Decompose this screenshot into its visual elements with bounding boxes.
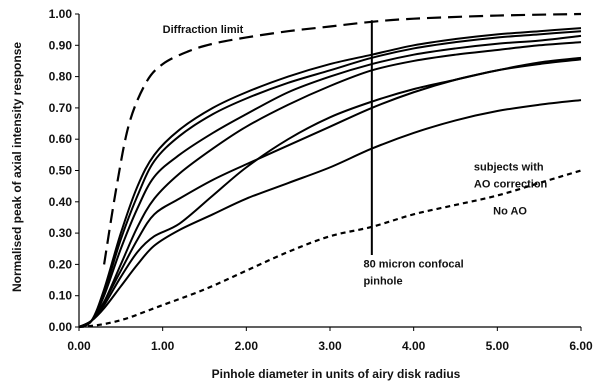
x-axis-label: Pinhole diameter in units of airy disk r… [212,367,461,381]
y-tick-label: 0.50 [49,164,73,178]
y-tick-label: 0.30 [49,226,73,240]
series-line-subject-7 [78,99,582,328]
x-tick-label: 0.00 [67,339,91,353]
y-tick-label: 0.90 [49,38,73,52]
y-axis-title: Normalised peak of axial intensity respo… [10,42,24,292]
series-line-subject-6 [78,58,582,328]
annotation-label: AO correction [474,179,548,191]
y-tick-label: 0.60 [49,132,73,146]
series-layer [78,12,582,329]
y-tick-label: 0.20 [49,257,73,271]
annotation-label: pinhole [363,276,402,288]
y-tick-label: 0.40 [49,195,73,209]
series-line-no-ao [78,169,582,329]
x-tick-label: 3.00 [318,339,342,353]
annotation-label: No AO [493,205,527,217]
axes: 0.00 0.10 0.20 0.30 0.40 0.50 0.60 0.70 0.80 0.90… [49,7,593,353]
annotations: Diffraction limit subjects with AO correct… [163,24,548,288]
x-tick-label: 2.00 [235,339,259,353]
x-tick-label: 4.00 [402,339,426,353]
y-tick-label: 0.00 [49,320,73,334]
series-line-subject-1 [78,27,582,328]
series-line-subject-5 [78,56,582,328]
x-tick-label: 5.00 [486,339,510,353]
annotation-label: subjects with [474,162,544,174]
y-tick-label: 0.80 [49,70,73,84]
y-tick-label: 0.10 [49,289,73,303]
annotation-label: 80 micron confocal [363,259,463,271]
series-line-subject-4 [78,41,582,328]
y-axis-label: Normalised peak of axial intensity respo… [10,42,24,292]
x-tick-label: 1.00 [151,339,175,353]
series-line-subject-3 [78,34,582,328]
y-tick-label: 1.00 [49,7,73,21]
y-tick-label: 0.70 [49,101,73,115]
annotation-label: Diffraction limit [163,24,244,36]
x-tick-label: 6.00 [569,339,593,353]
series-line-diffraction-limit [103,12,582,265]
series-line-subject-2 [78,30,582,328]
